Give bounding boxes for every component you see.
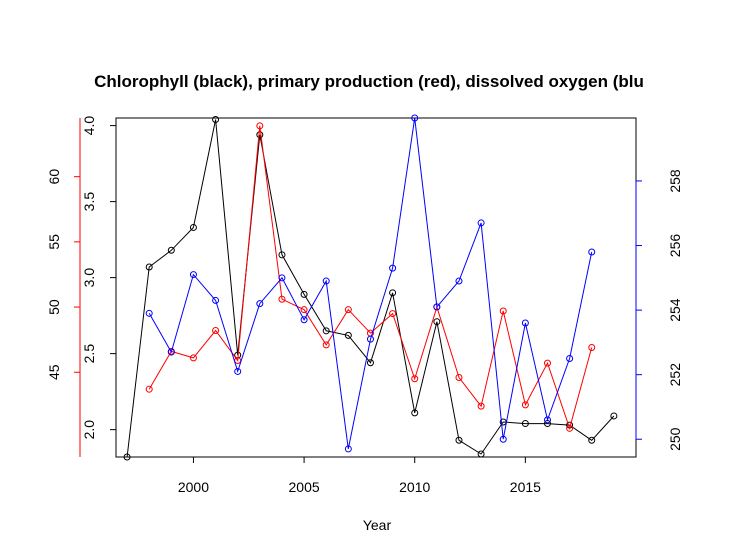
- data-point-blue: [145, 309, 153, 317]
- data-point-black: [278, 251, 286, 259]
- data-point-black: [344, 331, 352, 339]
- data-point-red: [543, 359, 551, 367]
- data-point-black: [300, 290, 308, 298]
- series-line-red: [148, 125, 593, 431]
- x-axis-label: Year: [363, 517, 392, 533]
- data-point-blue: [566, 355, 574, 363]
- data-point-blue: [212, 296, 220, 304]
- y-tick-label-black: 3.0: [81, 268, 97, 288]
- data-point-red: [588, 343, 596, 351]
- data-point-blue: [366, 335, 374, 343]
- data-point-black: [433, 318, 441, 326]
- data-point-red: [389, 310, 397, 318]
- data-point-red: [212, 327, 220, 335]
- data-point-black: [123, 453, 131, 461]
- data-point-black: [212, 116, 220, 124]
- y-tick-label-blue: 250: [667, 427, 683, 451]
- data-point-black: [145, 263, 153, 271]
- x-tick-label: 2010: [399, 479, 430, 495]
- series-line-blue: [148, 117, 593, 449]
- data-point-red: [499, 307, 507, 315]
- data-point-red: [189, 354, 197, 362]
- y-tick-label-black: 2.0: [81, 420, 97, 440]
- data-point-blue: [189, 271, 197, 279]
- data-point-blue: [499, 435, 507, 443]
- data-point-red: [322, 341, 330, 349]
- data-point-blue: [433, 303, 441, 311]
- data-point-blue: [234, 367, 242, 375]
- data-point-blue: [167, 348, 175, 356]
- y-tick-label-blue: 258: [667, 169, 683, 193]
- series-line-black: [126, 119, 615, 458]
- data-point-blue: [300, 316, 308, 324]
- data-point-blue: [588, 248, 596, 256]
- data-point-blue: [256, 300, 264, 308]
- data-point-red: [477, 402, 485, 410]
- data-point-black: [610, 412, 618, 420]
- data-point-blue: [477, 219, 485, 227]
- y-tick-label-blue: 254: [667, 298, 683, 322]
- data-point-black: [455, 436, 463, 444]
- data-point-blue: [411, 114, 419, 122]
- y-tick-label-blue: 256: [667, 234, 683, 258]
- x-tick-label: 2005: [289, 479, 320, 495]
- data-point-blue: [389, 264, 397, 272]
- data-point-black: [366, 359, 374, 367]
- data-point-blue: [543, 416, 551, 424]
- data-point-red: [278, 295, 286, 303]
- data-point-red: [344, 306, 352, 314]
- chart-title: Chlorophyll (black), primary production …: [94, 72, 644, 91]
- data-point-black: [167, 246, 175, 254]
- data-point-blue: [344, 445, 352, 453]
- data-point-red: [145, 385, 153, 393]
- data-point-black: [256, 131, 264, 139]
- data-point-black: [189, 223, 197, 231]
- data-point-red: [256, 122, 264, 130]
- data-point-blue: [455, 277, 463, 285]
- data-point-blue: [278, 274, 286, 282]
- x-tick-label: 2000: [178, 479, 209, 495]
- plot-frame: [115, 117, 637, 458]
- data-point-red: [300, 306, 308, 314]
- y-tick-label-black: 3.5: [81, 192, 97, 212]
- y-tick-label-red: 55: [46, 234, 62, 250]
- y-tick-label-black: 4.0: [81, 116, 97, 136]
- data-point-black: [322, 327, 330, 335]
- data-point-blue: [521, 319, 529, 327]
- data-point-black: [389, 289, 397, 297]
- data-point-black: [521, 420, 529, 428]
- y-tick-label-blue: 252: [667, 363, 683, 387]
- data-point-blue: [322, 277, 330, 285]
- data-point-red: [411, 375, 419, 383]
- y-tick-label-red: 60: [46, 169, 62, 185]
- y-tick-label-black: 2.5: [81, 344, 97, 364]
- data-point-black: [411, 409, 419, 417]
- data-point-red: [521, 401, 529, 409]
- y-tick-label-red: 45: [46, 364, 62, 380]
- x-tick-label: 2015: [510, 479, 541, 495]
- data-point-black: [588, 436, 596, 444]
- data-point-red: [455, 373, 463, 381]
- data-point-red: [566, 424, 574, 432]
- y-tick-label-red: 50: [46, 299, 62, 315]
- data-point-black: [477, 450, 485, 458]
